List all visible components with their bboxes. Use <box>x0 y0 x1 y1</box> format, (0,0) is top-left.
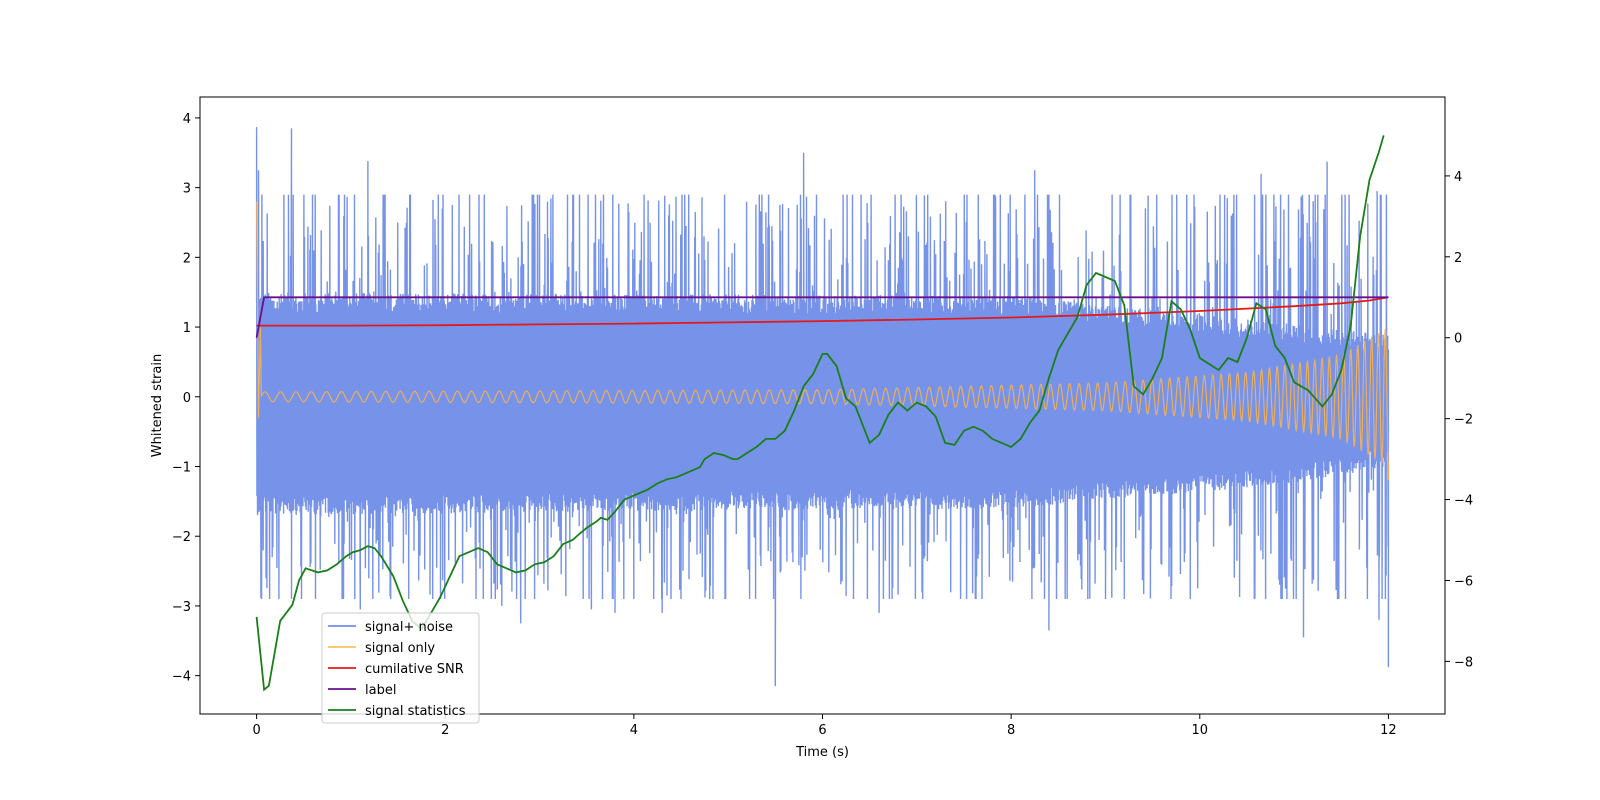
plot-area <box>255 126 1390 692</box>
x-tick-label: 8 <box>1007 723 1015 738</box>
y2-tick-label: 0 <box>1454 332 1462 347</box>
series-signal-statistics-line <box>255 135 1385 692</box>
x-tick-label: 6 <box>818 723 826 738</box>
x-tick-label: 4 <box>630 723 638 738</box>
y2-tick-label: 4 <box>1454 170 1462 185</box>
y-tick-label: 2 <box>183 251 191 266</box>
legend-label: cumilative SNR <box>365 662 464 677</box>
y-tick-label: −3 <box>172 600 191 615</box>
y2-tick-label: −4 <box>1454 494 1473 509</box>
x-tick-label: 10 <box>1191 723 1208 738</box>
y-tick-label: 4 <box>183 112 191 127</box>
legend-label: signal statistics <box>365 704 466 719</box>
legend-label: label <box>365 683 396 698</box>
y-tick-label: 3 <box>183 182 191 197</box>
series-cumulative-snr-line <box>256 296 1389 327</box>
y-tick-label: −2 <box>172 530 191 545</box>
series-group <box>255 126 1390 692</box>
series-signal-only-line <box>256 201 1389 481</box>
legend-box <box>321 612 480 724</box>
legend: signal+ noise signal only cumilative SNR la… <box>321 612 480 724</box>
y2-tick-label: −2 <box>1454 413 1473 428</box>
x-tick-label: 2 <box>441 723 449 738</box>
y2-tick-label: −8 <box>1454 655 1473 670</box>
legend-label: signal only <box>365 641 435 656</box>
series-label-line <box>255 296 1389 338</box>
x-tick-label: 0 <box>252 723 260 738</box>
y-tick-label: −1 <box>172 461 191 476</box>
y-tick-label: 1 <box>183 321 191 336</box>
legend-label: signal+ noise <box>365 620 453 635</box>
x-tick-label: 12 <box>1380 723 1397 738</box>
x-axis-label: Time (s) <box>795 745 849 760</box>
y-tick-label: −4 <box>172 670 191 685</box>
y2-tick-label: −6 <box>1454 574 1473 589</box>
y-axis-label: Whitened strain <box>150 354 165 457</box>
y2-tick-label: 2 <box>1454 251 1462 266</box>
y-tick-label: 0 <box>183 391 191 406</box>
